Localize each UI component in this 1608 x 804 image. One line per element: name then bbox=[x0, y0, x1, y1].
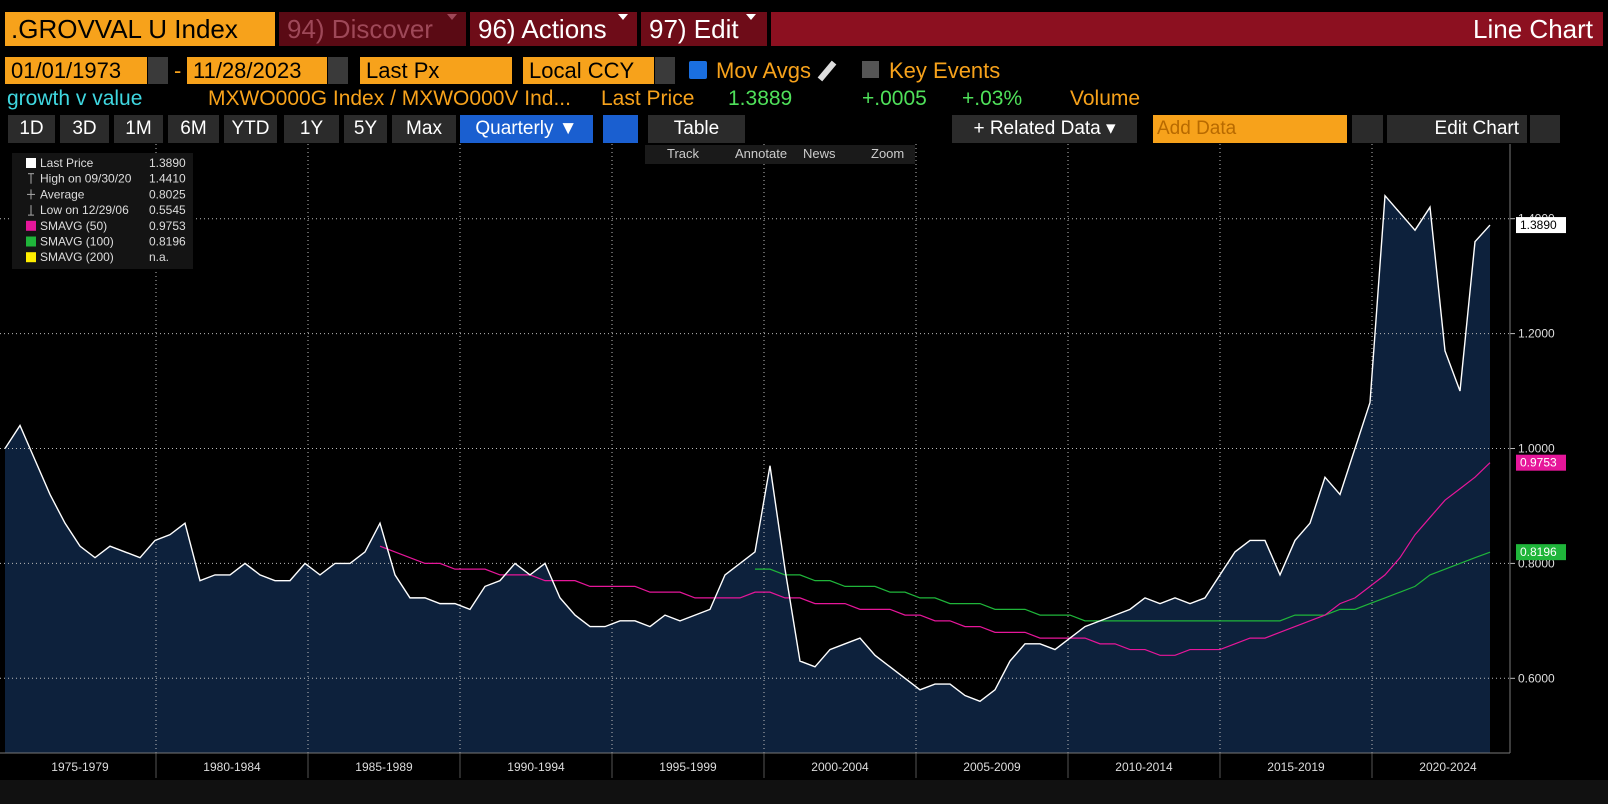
bottom-bar bbox=[0, 780, 1608, 804]
y-tick-label: 1.2000 bbox=[1518, 327, 1555, 341]
ticker[interactable]: .GROVVAL U Index bbox=[5, 12, 275, 46]
menu-arrow bbox=[746, 14, 756, 20]
period-button[interactable]: YTD bbox=[224, 115, 277, 143]
legend-value: 0.9753 bbox=[149, 219, 186, 233]
x-tick-label: 2005-2009 bbox=[963, 760, 1021, 774]
series-line bbox=[755, 551, 1491, 622]
period-button[interactable]: 6M bbox=[168, 115, 219, 143]
start-date[interactable]: 01/01/1973 bbox=[5, 57, 147, 84]
legend-value: 0.8196 bbox=[149, 235, 186, 249]
period-button[interactable]: 1M bbox=[114, 115, 163, 143]
table-button[interactable]: Table bbox=[648, 115, 745, 143]
change-pct: +.03% bbox=[962, 87, 1023, 110]
calendar-icon[interactable] bbox=[328, 57, 348, 84]
last-value-badge bbox=[1516, 544, 1566, 561]
edit-chart-button[interactable]: Edit Chart bbox=[1387, 115, 1527, 143]
last-value-label: 0.9753 bbox=[1520, 456, 1557, 470]
volume: Volume bbox=[1070, 87, 1141, 110]
dropdown-button[interactable] bbox=[655, 57, 675, 84]
legend-label: SMAVG (50) bbox=[40, 219, 107, 233]
legend-swatch bbox=[26, 158, 36, 168]
tool-button[interactable]: Track bbox=[667, 146, 700, 161]
period-button[interactable]: 1D bbox=[8, 115, 55, 143]
chart-name: growth v value bbox=[7, 87, 143, 110]
legend-swatch bbox=[26, 220, 36, 231]
pencil-icon[interactable] bbox=[817, 60, 837, 82]
collapse-button[interactable] bbox=[1352, 115, 1383, 143]
date-dash: - bbox=[174, 58, 182, 83]
period-button[interactable]: Max bbox=[392, 115, 456, 143]
frequency-button[interactable]: Quarterly ▼ bbox=[460, 115, 593, 143]
security: MXWO000G Index / MXWO000V Ind... bbox=[208, 87, 571, 110]
series-line bbox=[379, 462, 1491, 656]
menu[interactable]: 96) Actions bbox=[470, 12, 637, 46]
end-date[interactable]: 11/28/2023 bbox=[187, 57, 327, 84]
add-data-input[interactable]: Add Data bbox=[1153, 115, 1347, 143]
calendar-icon[interactable] bbox=[148, 57, 168, 84]
last-value-label: 0.8196 bbox=[1520, 545, 1557, 559]
tool-button[interactable]: Annotate bbox=[735, 146, 788, 161]
legend-label: Low on 12/29/06 bbox=[40, 203, 129, 217]
legend-label: Average bbox=[40, 187, 85, 201]
y-tick-label: 0.6000 bbox=[1518, 671, 1555, 685]
legend-value: 1.4410 bbox=[149, 172, 186, 186]
legend-label: Last Price bbox=[40, 156, 94, 170]
legend-swatch bbox=[26, 252, 36, 263]
key-events-label: Key Events bbox=[889, 58, 1001, 83]
legend-swatch bbox=[26, 236, 36, 247]
field-name: Last Price bbox=[601, 87, 695, 110]
x-tick-label: 2010-2014 bbox=[1115, 760, 1173, 774]
period-button[interactable]: 3D bbox=[60, 115, 109, 143]
x-tick-label: 1980-1984 bbox=[203, 760, 261, 774]
legend-label: High on 09/30/20 bbox=[40, 172, 132, 186]
chart-icon-button[interactable] bbox=[603, 115, 638, 143]
x-tick-label: 1975-1979 bbox=[51, 760, 109, 774]
period-button[interactable]: 1Y bbox=[284, 115, 339, 143]
x-tick-label: 1995-1999 bbox=[659, 760, 717, 774]
last-price: 1.3889 bbox=[728, 87, 793, 110]
menu[interactable]: 94) Discover bbox=[279, 12, 466, 46]
legend-value: 0.8025 bbox=[149, 187, 186, 201]
last-value-badge bbox=[1516, 217, 1566, 234]
x-tick-label: 2015-2019 bbox=[1267, 760, 1325, 774]
tool-button[interactable]: News bbox=[803, 146, 836, 161]
x-tick-label: 2020-2024 bbox=[1419, 760, 1477, 774]
menu-arrow bbox=[618, 14, 628, 20]
tool-button[interactable]: Zoom bbox=[871, 146, 905, 161]
y-tick-label: 1.0000 bbox=[1518, 442, 1555, 456]
tool-bar: Track Annotate News Zoom bbox=[645, 145, 915, 164]
mov-avgs-label: Mov Avgs bbox=[716, 58, 811, 83]
settings-button[interactable] bbox=[1530, 115, 1560, 143]
related-data-button[interactable]: + Related Data ▾ bbox=[952, 115, 1137, 143]
checkbox[interactable] bbox=[862, 61, 879, 78]
last-value-badge bbox=[1516, 454, 1566, 471]
x-tick-label: 2000-2004 bbox=[811, 760, 869, 774]
x-tick-label: 1990-1994 bbox=[507, 760, 565, 774]
view-title: Line Chart bbox=[771, 12, 1603, 46]
series-line bbox=[4, 193, 1491, 703]
checkbox-checked[interactable] bbox=[689, 61, 707, 79]
menu-arrow bbox=[447, 14, 457, 20]
last-value-label: 1.3890 bbox=[1520, 218, 1557, 232]
chart: 0.60000.80001.00001.20001.40001975-19791… bbox=[0, 144, 1608, 804]
change: +.0005 bbox=[862, 87, 927, 110]
field-select[interactable]: Last Px bbox=[360, 57, 512, 84]
x-tick-label: 1985-1989 bbox=[355, 760, 413, 774]
legend-box bbox=[12, 153, 193, 269]
legend-value: 0.5545 bbox=[149, 203, 186, 217]
legend-value: n.a. bbox=[149, 250, 169, 264]
legend-label: SMAVG (200) bbox=[40, 250, 114, 264]
currency-select[interactable]: Local CCY bbox=[523, 57, 654, 84]
period-button[interactable]: 5Y bbox=[344, 115, 387, 143]
legend-label: SMAVG (100) bbox=[40, 235, 114, 249]
legend-value: 1.3890 bbox=[149, 156, 186, 170]
